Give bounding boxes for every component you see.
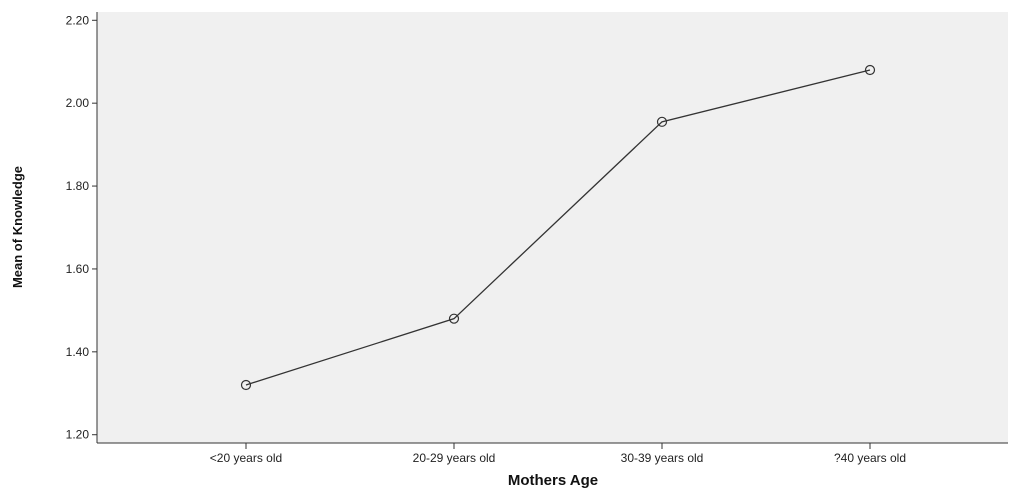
y-tick-label: 2.00 [66, 96, 90, 110]
series-line-group [240, 64, 876, 391]
y-tick-label: 1.20 [66, 428, 90, 442]
y-tick-label: 2.20 [66, 13, 90, 27]
y-tick-label: 1.80 [66, 179, 90, 193]
y-axis: 1.20 1.40 1.60 1.80 2.00 2.20 [66, 12, 98, 443]
data-point [656, 116, 668, 127]
data-point [240, 379, 252, 391]
y-tick-label: 1.60 [66, 262, 90, 276]
series-line [245, 69, 871, 386]
x-tick-label: ?40 years old [834, 451, 906, 465]
y-tick-label: 1.40 [66, 345, 90, 359]
x-axis: <20 years old 20-29 years old 30-39 years … [97, 442, 1008, 465]
data-point [864, 64, 876, 76]
plot-area [97, 12, 1008, 443]
x-tick-label: 30-39 years old [621, 451, 704, 465]
x-tick-label: 20-29 years old [413, 451, 496, 465]
x-tick-label: <20 years old [210, 451, 282, 465]
y-axis-title: Mean of Knowledge [10, 166, 25, 288]
x-axis-title: Mothers Age [508, 472, 598, 489]
data-point [448, 313, 460, 324]
